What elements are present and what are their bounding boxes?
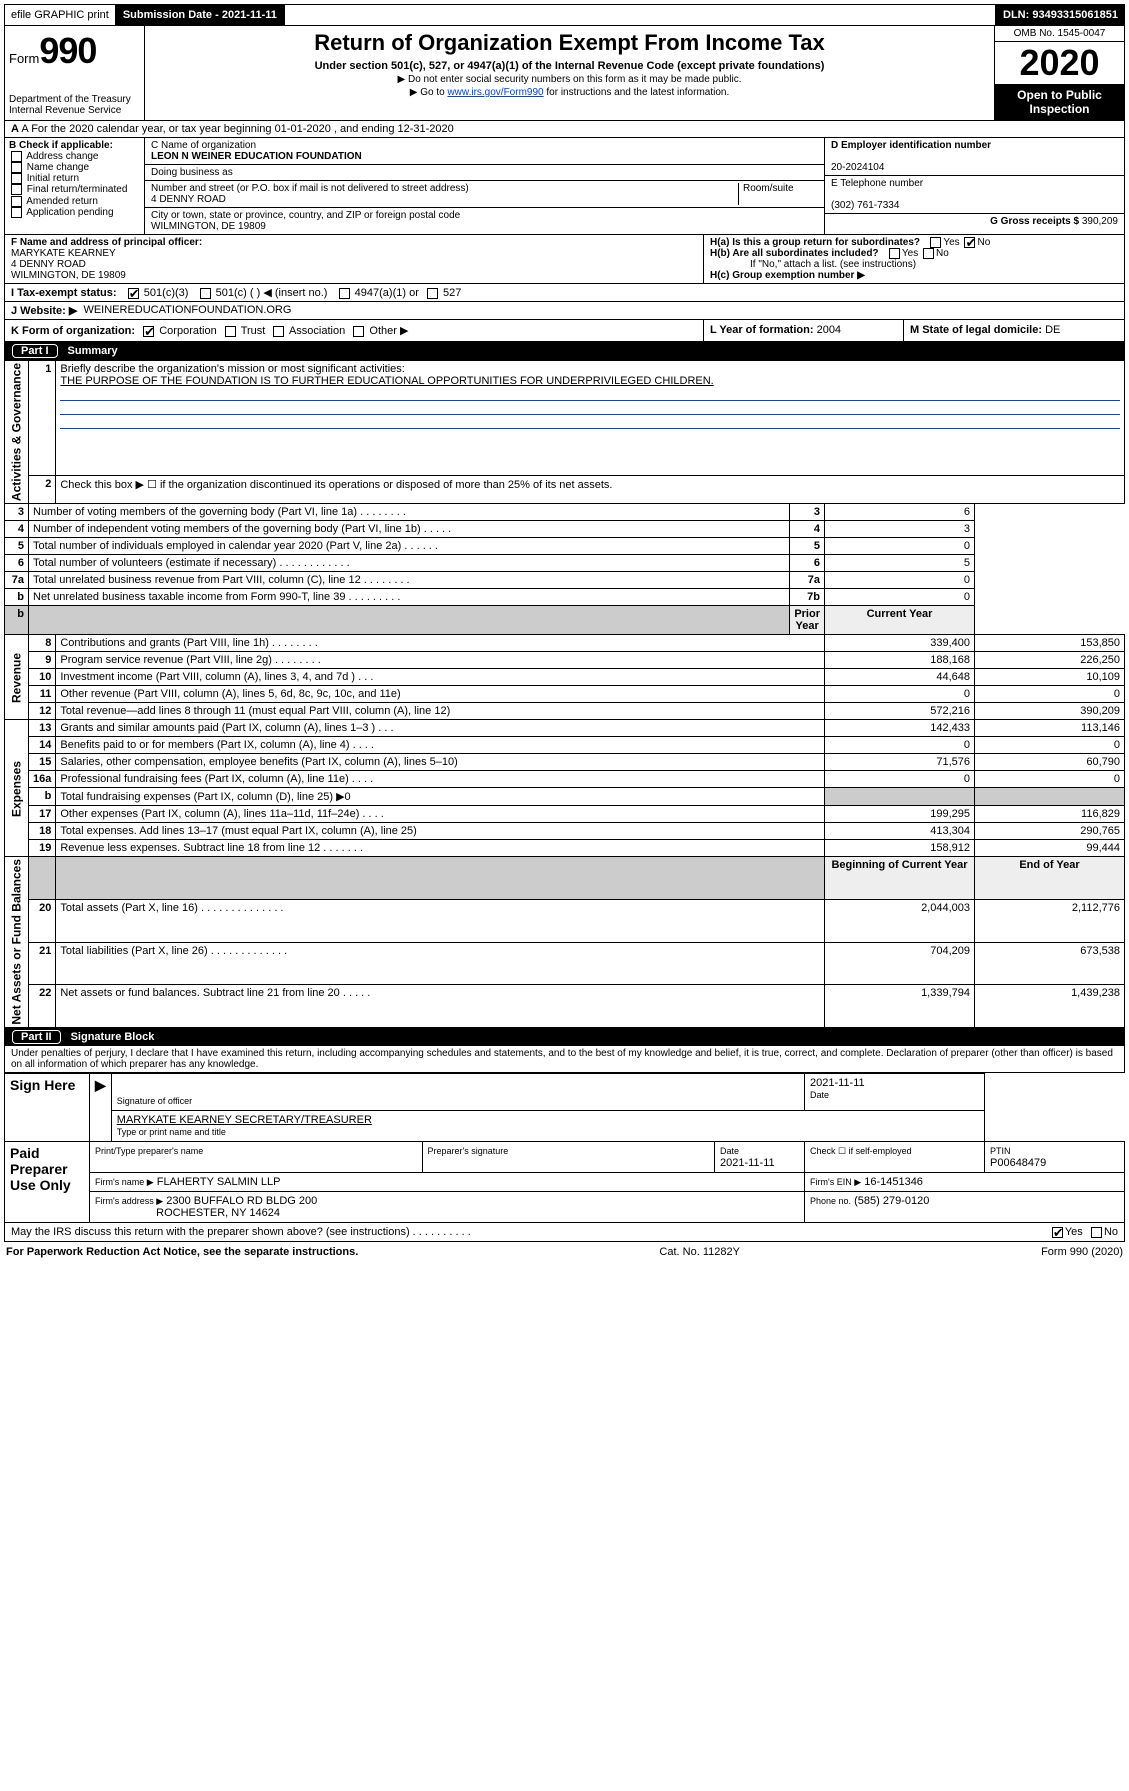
box-j: J Website: ▶ WEINEREDUCATIONFOUNDATION.O… <box>4 302 1125 320</box>
form-word: Form <box>9 51 39 66</box>
summary-table: Activities & Governance 1 Briefly descri… <box>4 360 1125 1028</box>
box-m: M State of legal domicile: DE <box>904 320 1124 341</box>
side-governance: Activities & Governance <box>5 361 29 504</box>
submission-date: Submission Date - 2021-11-11 <box>116 4 284 26</box>
box-h: H(a) Is this a group return for subordin… <box>704 235 1124 283</box>
ein: 20-2024104 <box>831 162 884 173</box>
box-b: B Check if applicable: Address change Na… <box>5 138 145 234</box>
ssn-note: ▶ Do not enter social security numbers o… <box>153 74 986 85</box>
irs-link[interactable]: www.irs.gov/Form990 <box>447 87 543 98</box>
checkbox-option[interactable]: Application pending <box>9 207 140 218</box>
top-bar: efile GRAPHIC print Submission Date - 20… <box>4 4 1125 26</box>
box-f: F Name and address of principal officer:… <box>5 235 704 283</box>
boxes-b-to-g: B Check if applicable: Address change Na… <box>4 138 1125 235</box>
signature-table: Sign Here ▶ Signature of officer 2021-11… <box>4 1073 1125 1223</box>
firm-ein: 16-1451346 <box>864 1176 923 1188</box>
boxes-d-e-g: D Employer identification number20-20241… <box>824 138 1124 234</box>
website: WEINEREDUCATIONFOUNDATION.ORG <box>83 304 291 317</box>
checkbox-option[interactable]: Amended return <box>9 196 140 207</box>
checkbox-option[interactable]: Address change <box>9 151 140 162</box>
box-i: I Tax-exempt status: 501(c)(3) 501(c) ( … <box>4 284 1125 302</box>
box-k: K Form of organization: Corporation Trus… <box>5 320 704 341</box>
page-footer: For Paperwork Reduction Act Notice, see … <box>4 1242 1125 1262</box>
sign-here-label: Sign Here <box>5 1073 90 1141</box>
gross-receipts: 390,209 <box>1082 216 1118 227</box>
form-header: Form990 Department of the Treasury Inter… <box>4 26 1125 121</box>
checkbox-option[interactable]: Name change <box>9 162 140 173</box>
boxes-f-h: F Name and address of principal officer:… <box>4 235 1125 284</box>
mission-text: THE PURPOSE OF THE FOUNDATION IS TO FURT… <box>60 375 713 387</box>
firm-phone: (585) 279-0120 <box>854 1195 929 1207</box>
topbar-spacer <box>284 4 996 26</box>
part2-header: Part IISignature Block <box>4 1028 1125 1046</box>
discuss-row: May the IRS discuss this return with the… <box>4 1223 1125 1242</box>
tax-year: 2020 <box>995 42 1124 84</box>
org-city: WILMINGTON, DE 19809 <box>151 221 266 232</box>
line-a: A A For the 2020 calendar year, or tax y… <box>4 121 1125 138</box>
form-number: 990 <box>39 30 96 71</box>
omb-number: OMB No. 1545-0047 <box>995 26 1124 42</box>
title-column: Return of Organization Exempt From Incom… <box>145 26 994 120</box>
org-address: 4 DENNY ROAD <box>151 194 226 205</box>
form-subtitle: Under section 501(c), 527, or 4947(a)(1)… <box>153 60 986 72</box>
officer-name: MARYKATE KEARNEY SECRETARY/TREASURER <box>117 1114 372 1126</box>
dept-treasury: Department of the Treasury Internal Reve… <box>9 94 140 116</box>
perjury-declaration: Under penalties of perjury, I declare th… <box>4 1046 1125 1073</box>
efile-label: efile GRAPHIC print <box>4 4 116 26</box>
ptin: P00648479 <box>990 1157 1046 1169</box>
org-name: LEON N WEINER EDUCATION FOUNDATION <box>151 151 362 162</box>
phone: (302) 761-7334 <box>831 200 899 211</box>
paid-preparer-label: Paid Preparer Use Only <box>5 1141 90 1222</box>
part1-header: Part ISummary <box>4 342 1125 360</box>
checkbox-option[interactable]: Final return/terminated <box>9 184 140 195</box>
room-suite: Room/suite <box>738 183 818 205</box>
form-title: Return of Organization Exempt From Incom… <box>153 30 986 56</box>
form-number-box: Form990 Department of the Treasury Inter… <box>5 26 145 120</box>
box-l: L Year of formation: 2004 <box>704 320 904 341</box>
omb-column: OMB No. 1545-0047 2020 Open to Public In… <box>994 26 1124 120</box>
dba-label: Doing business as <box>151 167 818 178</box>
checkbox-option[interactable]: Initial return <box>9 173 140 184</box>
goto-note: ▶ Go to www.irs.gov/Form990 for instruct… <box>153 87 986 98</box>
box-c: C Name of organizationLEON N WEINER EDUC… <box>145 138 824 234</box>
dln-label: DLN: 93493315061851 <box>996 4 1125 26</box>
open-inspection: Open to Public Inspection <box>995 84 1124 120</box>
firm-name: FLAHERTY SALMIN LLP <box>157 1176 281 1188</box>
boxes-klm: K Form of organization: Corporation Trus… <box>4 320 1125 342</box>
